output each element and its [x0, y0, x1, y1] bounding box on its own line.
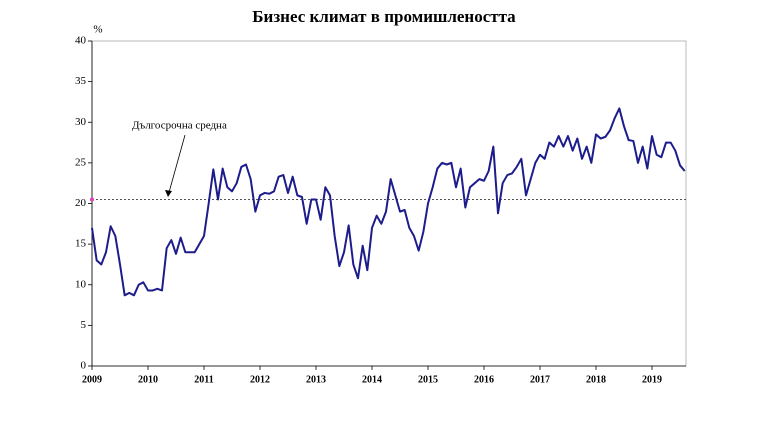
- x-tick-label: 2014: [362, 374, 382, 385]
- x-tick-label: 2018: [586, 374, 606, 385]
- y-tick-label: 25: [75, 156, 87, 168]
- chart-title: Бизнес климат в промишлеността: [252, 7, 516, 26]
- y-tick-label: 10: [75, 278, 87, 290]
- y-tick-label: 5: [81, 319, 87, 331]
- y-axis-label: %: [93, 24, 102, 36]
- y-tick-label: 35: [75, 75, 87, 87]
- reference-marker: [90, 197, 94, 202]
- x-tick-label: 2016: [474, 374, 494, 385]
- annotation: Дългосрочна средна: [132, 120, 227, 132]
- x-tick-label: 2013: [306, 374, 326, 385]
- arrow-head: [165, 190, 172, 197]
- x-tick-label: 2011: [194, 374, 213, 385]
- y-tick-label: 30: [75, 116, 87, 128]
- y-tick-label: 40: [75, 35, 87, 47]
- annotation-arrow: [167, 134, 186, 197]
- y-tick-label: 0: [81, 360, 87, 372]
- y-tick-label: 15: [75, 238, 87, 250]
- data-line: [91, 107, 686, 297]
- x-tick-label: 2015: [418, 374, 438, 385]
- x-tick-label: 2017: [530, 374, 550, 385]
- x-tick-label: 2009: [82, 374, 102, 385]
- plot-frame: [91, 40, 687, 367]
- x-tick-label: 2012: [250, 374, 270, 385]
- x-tick-label: 2019: [642, 374, 662, 385]
- x-tick-label: 2010: [138, 374, 158, 385]
- y-tick-label: 20: [75, 197, 87, 209]
